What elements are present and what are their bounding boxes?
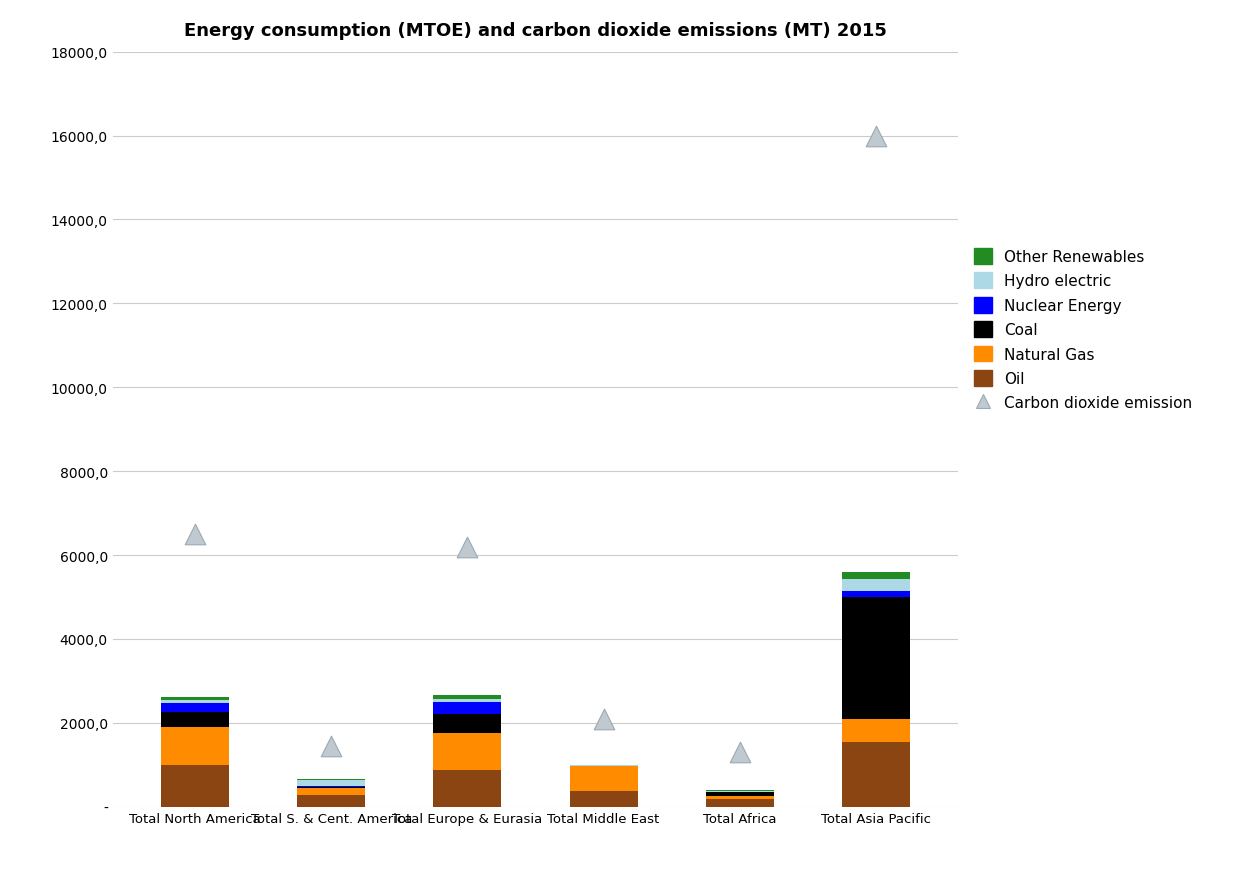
Bar [433, 695, 501, 699]
Bar [706, 796, 774, 800]
Bar [842, 591, 910, 597]
Bar [297, 788, 365, 795]
Bar [842, 580, 910, 591]
Bar [842, 572, 910, 580]
Bar [706, 791, 774, 792]
Bar [297, 780, 365, 787]
Carbon dioxide emission [730, 745, 750, 759]
Carbon dioxide emission [593, 712, 614, 726]
Carbon dioxide emission [321, 739, 341, 753]
Bar [842, 719, 910, 742]
Bar [161, 727, 229, 765]
Bar [161, 712, 229, 727]
Bar [706, 792, 774, 796]
Bar [433, 699, 501, 702]
Carbon dioxide emission [457, 540, 478, 554]
Carbon dioxide emission [866, 130, 886, 144]
Bar [433, 702, 501, 714]
Bar [161, 697, 229, 701]
Bar [161, 701, 229, 703]
Legend: Other Renewables, Hydro electric, Nuclear Energy, Coal, Natural Gas, Oil, Carbon: Other Renewables, Hydro electric, Nuclea… [974, 249, 1192, 411]
Title: Energy consumption (MTOE) and carbon dioxide emissions (MT) 2015: Energy consumption (MTOE) and carbon dio… [184, 22, 887, 40]
Bar [842, 597, 910, 719]
Bar [706, 800, 774, 807]
Bar [161, 765, 229, 807]
Carbon dioxide emission [185, 527, 205, 541]
Bar [570, 766, 638, 791]
Bar [297, 795, 365, 807]
Bar [433, 732, 501, 770]
Bar [433, 770, 501, 807]
Bar [842, 742, 910, 807]
Bar [161, 703, 229, 712]
Bar [433, 714, 501, 732]
Bar [570, 791, 638, 807]
